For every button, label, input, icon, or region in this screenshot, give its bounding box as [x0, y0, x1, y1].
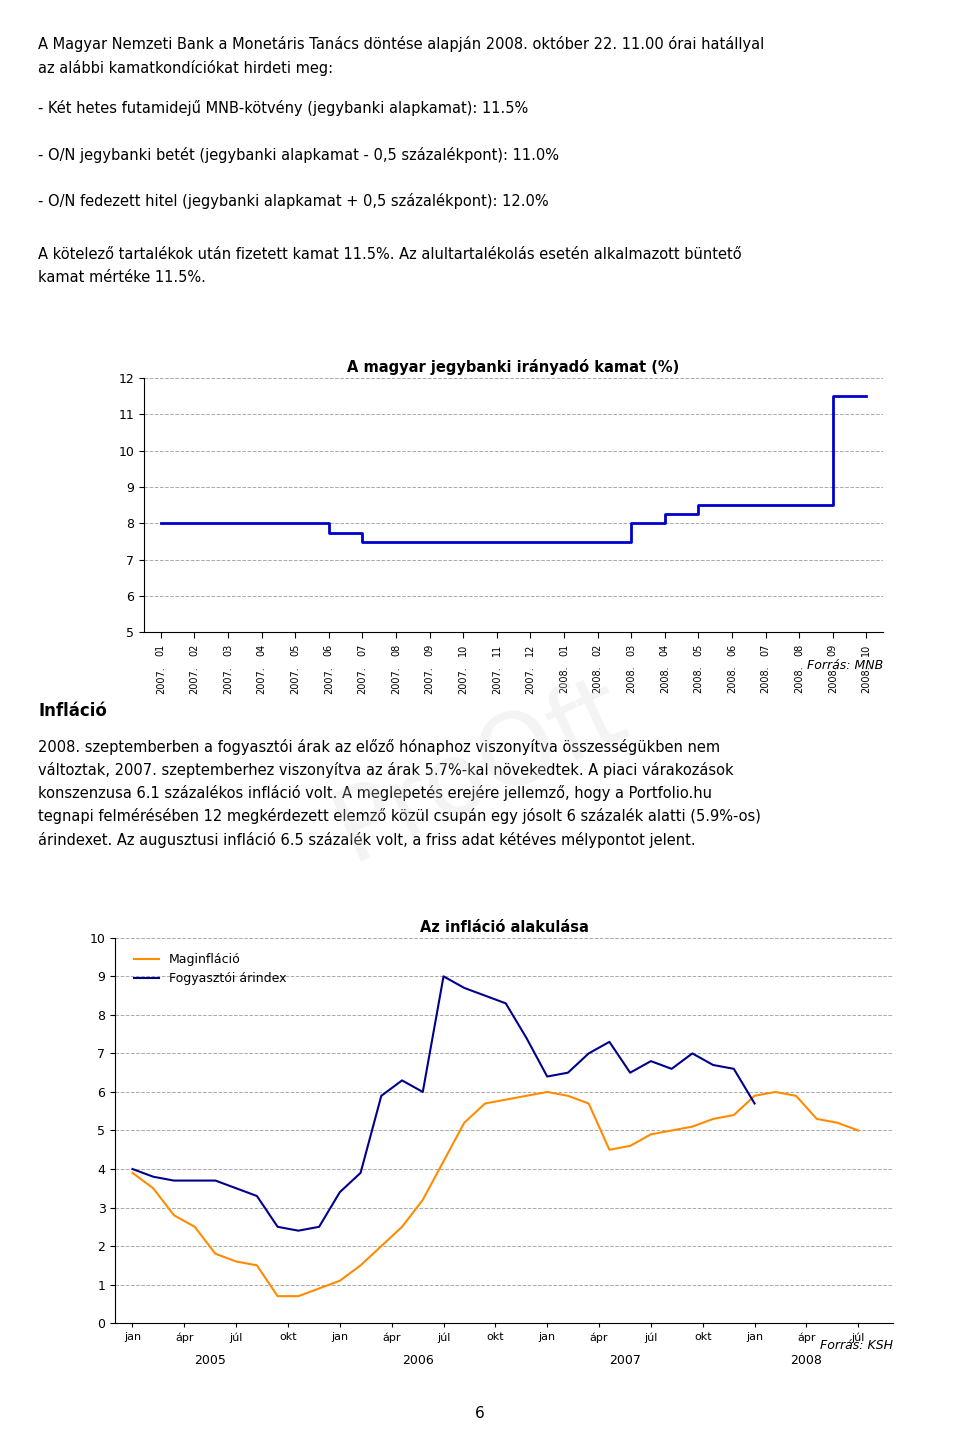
Text: 2008.: 2008.	[660, 666, 670, 694]
Text: Forrás: KSH: Forrás: KSH	[820, 1339, 893, 1352]
Text: 05: 05	[693, 644, 704, 656]
Text: 2008.: 2008.	[592, 666, 603, 694]
Text: 2006: 2006	[401, 1354, 434, 1367]
Text: 2008.: 2008.	[693, 666, 704, 694]
Text: Forrás: MNB: Forrás: MNB	[807, 659, 883, 672]
Text: 2007.: 2007.	[189, 666, 200, 694]
Text: 09: 09	[828, 644, 838, 656]
Text: kamat mértéke 11.5%.: kamat mértéke 11.5%.	[38, 270, 206, 285]
Text: 2008.: 2008.	[559, 666, 569, 694]
Text: 06: 06	[324, 644, 334, 656]
Text: 2007.: 2007.	[391, 666, 401, 694]
Text: 2007.: 2007.	[256, 666, 267, 694]
Text: 05: 05	[290, 644, 300, 656]
Title: A magyar jegybanki irányadó kamat (%): A magyar jegybanki irányadó kamat (%)	[348, 359, 680, 375]
Text: árindexet. Az augusztusi infláció 6.5 százalék volt, a friss adat kétéves mélypo: árindexet. Az augusztusi infláció 6.5 sz…	[38, 832, 696, 848]
Text: 2008. szeptemberben a fogyasztói árak az előző hónaphoz viszonyítva összességükb: 2008. szeptemberben a fogyasztói árak az…	[38, 739, 721, 755]
Text: 2007.: 2007.	[357, 666, 368, 694]
Text: 2008.: 2008.	[794, 666, 804, 694]
Text: 2007.: 2007.	[458, 666, 468, 694]
Text: 2007.: 2007.	[324, 666, 334, 694]
Text: 2007.: 2007.	[290, 666, 300, 694]
Text: 03: 03	[626, 644, 636, 656]
Text: 02: 02	[189, 644, 200, 656]
Text: tegnapi felmérésében 12 megkérdezett elemző közül csupán egy jósolt 6 százalék a: tegnapi felmérésében 12 megkérdezett ele…	[38, 808, 761, 824]
Text: 08: 08	[391, 644, 401, 656]
Text: 2008.: 2008.	[828, 666, 838, 694]
Text: 2008.: 2008.	[727, 666, 737, 694]
Text: A Magyar Nemzeti Bank a Monetáris Tanács döntése alapján 2008. október 22. 11.00: A Magyar Nemzeti Bank a Monetáris Tanács…	[38, 36, 765, 52]
Text: 09: 09	[424, 644, 435, 656]
Text: 2007.: 2007.	[223, 666, 233, 694]
Text: 2007.: 2007.	[156, 666, 166, 694]
Text: 2008.: 2008.	[626, 666, 636, 694]
Text: - O/N jegybanki betét (jegybanki alapkamat - 0,5 százalékpont): 11.0%: - O/N jegybanki betét (jegybanki alapkam…	[38, 147, 560, 163]
Legend: Maginfláció, Fogyasztói árindex: Maginfláció, Fogyasztói árindex	[130, 948, 292, 990]
Text: 06: 06	[727, 644, 737, 656]
Text: 12: 12	[525, 644, 536, 656]
Text: az alábbi kamatkondíciókat hirdeti meg:: az alábbi kamatkondíciókat hirdeti meg:	[38, 60, 333, 76]
Text: 02: 02	[592, 644, 603, 656]
Text: 04: 04	[256, 644, 267, 656]
Text: 01: 01	[559, 644, 569, 656]
Text: 07: 07	[357, 644, 368, 656]
Text: 2007.: 2007.	[492, 666, 502, 694]
Text: 04: 04	[660, 644, 670, 656]
Text: konszenzusa 6.1 százalékos infláció volt. A meglepetés erejére jellemző, hogy a : konszenzusa 6.1 százalékos infláció volt…	[38, 785, 712, 801]
Text: 2007: 2007	[609, 1354, 641, 1367]
Text: A kötelező tartalékok után fizetett kamat 11.5%. Az alultartalékolás esetén alka: A kötelező tartalékok után fizetett kama…	[38, 247, 742, 262]
Text: 2007.: 2007.	[424, 666, 435, 694]
Text: 11: 11	[492, 644, 502, 656]
Text: - O/N fedezett hitel (jegybanki alapkamat + 0,5 százalékpont): 12.0%: - O/N fedezett hitel (jegybanki alapkama…	[38, 193, 549, 209]
Text: - Két hetes futamidejű MNB-kötvény (jegybanki alapkamat): 11.5%: - Két hetes futamidejű MNB-kötvény (jegy…	[38, 100, 529, 116]
Text: 2008.: 2008.	[760, 666, 771, 694]
Text: 01: 01	[156, 644, 166, 656]
Text: 2008: 2008	[790, 1354, 823, 1367]
Text: ProOft: ProOft	[319, 662, 641, 880]
Text: 2007.: 2007.	[525, 666, 536, 694]
Text: 10: 10	[861, 644, 872, 656]
Text: 07: 07	[760, 644, 771, 656]
Text: 6: 6	[475, 1406, 485, 1421]
Text: Infláció: Infláció	[38, 702, 108, 720]
Title: Az infláció alakulása: Az infláció alakulása	[420, 920, 588, 935]
Text: 08: 08	[794, 644, 804, 656]
Text: 10: 10	[458, 644, 468, 656]
Text: 03: 03	[223, 644, 233, 656]
Text: változtak, 2007. szeptemberhez viszonyítva az árak 5.7%-kal növekedtek. A piaci : változtak, 2007. szeptemberhez viszonyít…	[38, 762, 734, 778]
Text: 2008.: 2008.	[861, 666, 872, 694]
Text: 2005: 2005	[194, 1354, 227, 1367]
